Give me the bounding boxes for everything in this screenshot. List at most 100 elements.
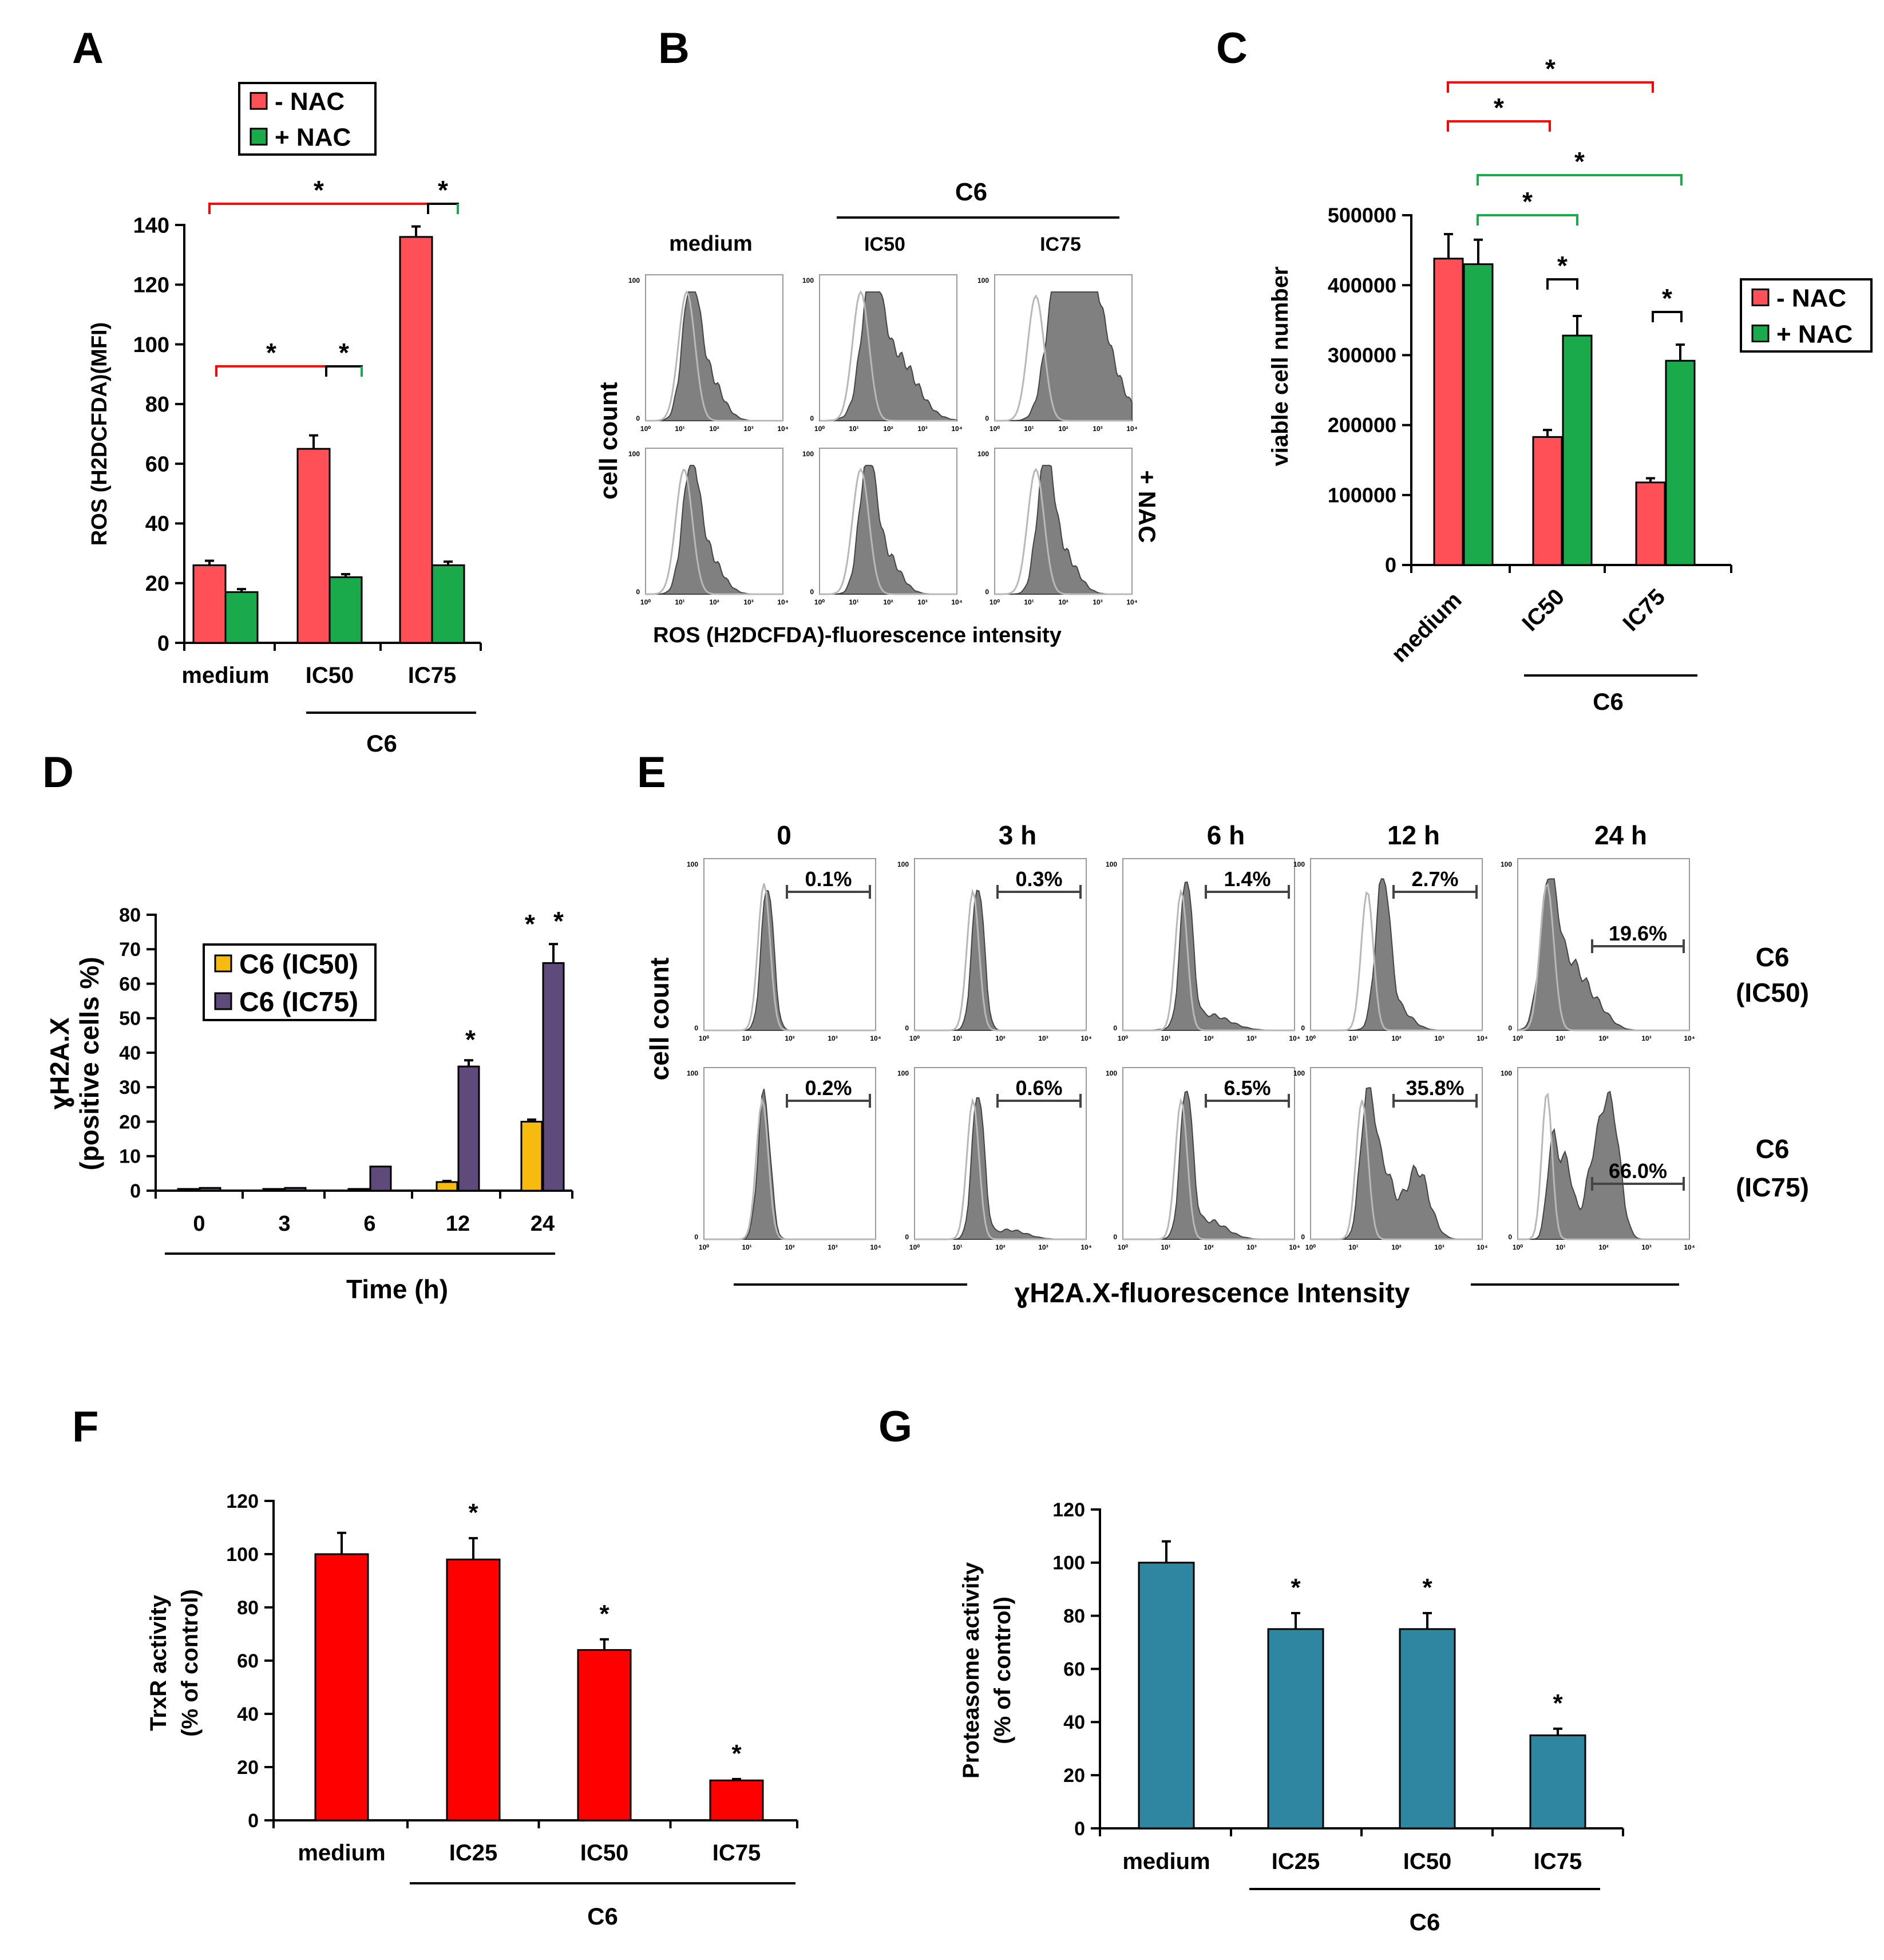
panel-g-y-label: Proteasome activity	[959, 1562, 984, 1779]
panel-c-y-tick-label: 400000	[1328, 274, 1396, 297]
panel-e-histogram-x-tick-label: 10⁰	[1305, 1243, 1316, 1251]
panel-a-sig-bracket-star: *	[339, 338, 349, 368]
panel-c-sig-bracket-star: *	[1545, 54, 1556, 84]
panel-e-histogram-y-tick-label: 0	[1301, 1024, 1305, 1032]
panel-e-histogram-y-tick-label: 0	[1508, 1233, 1512, 1241]
panel-b-histogram-control-histogram	[995, 294, 1132, 422]
panel-e-histogram-x-tick-label: 10³	[828, 1034, 837, 1042]
panel-e-histogram-y-tick-label: 100	[1293, 860, 1305, 868]
panel-a-bar-plus-nac	[224, 591, 259, 644]
panel-e-histogram-control-histogram	[1123, 1097, 1295, 1240]
panel-d-significance: *	[525, 909, 535, 939]
panel-d-bar-ic50	[520, 1121, 543, 1192]
panel-e-histogram-y-tick-label: 100	[687, 860, 698, 868]
panel-g-bar	[1399, 1628, 1456, 1829]
panel-e-histogram-y-tick-label: 100	[897, 860, 909, 868]
panel-a-y-tick-label: 60	[145, 452, 169, 476]
panel-c-y-tick-label: 0	[1385, 554, 1396, 577]
panel-a-y-label: ROS (H2DCFDA)(MFI)	[88, 322, 112, 546]
panel-b-x-label: ROS (H2DCFDA)-fluorescence intensity	[653, 623, 1062, 647]
panel-b-column-label: IC75	[1040, 234, 1081, 255]
panel-f-y-tick-label: 80	[237, 1597, 259, 1619]
panel-b-histogram-x-tick-label: 10⁰	[990, 598, 1000, 606]
panel-label-d: D	[42, 748, 74, 797]
panel-e-histogram-x-tick-label: 10¹	[1161, 1243, 1170, 1251]
panel-c-legend-entry: - NAC	[1776, 284, 1846, 312]
panel-e-histogram-y-tick-label: 100	[1501, 860, 1512, 868]
panel-d-bar-ic50	[436, 1181, 458, 1192]
panel-c-bar-minus-nac	[1532, 436, 1563, 566]
panel-e-histogram-x-tick-label: 10¹	[1161, 1034, 1170, 1042]
panel-e-percentage: 0.2%	[805, 1076, 852, 1100]
panel-e-histogram-x-tick-label: 10³	[828, 1243, 837, 1251]
panel-b-histogram-x-tick-label: 10¹	[849, 425, 858, 433]
panel-c-y-axis: 0 100000 200000 300000 400000 500000	[1328, 204, 1412, 577]
panel-c-category-label: IC50	[1517, 584, 1569, 636]
panel-a-bar-minus-nac	[296, 448, 331, 644]
panel-a-sig-bracket	[427, 203, 459, 214]
panel-e-column-label: 0	[777, 820, 791, 850]
panel-a-category-label: IC75	[408, 663, 457, 688]
panel-e-percentage: 0.3%	[1015, 867, 1062, 891]
panel-b-histogram-control-histogram	[646, 468, 783, 595]
panel-label-g: G	[878, 1402, 912, 1451]
panel-a-sig-bracket-star: *	[266, 338, 276, 368]
panel-a-legend-swatch	[250, 92, 268, 110]
panel-b-histogram-x-tick-label: 10⁰	[814, 598, 825, 606]
panel-e-histogram-control-histogram	[704, 883, 876, 1032]
panel-e-histogram-x-tick-label: 10⁴	[1289, 1243, 1300, 1251]
panel-d-legend-entry: C6 (IC50)	[239, 949, 358, 979]
panel-g-y-tick-label: 100	[1052, 1552, 1085, 1574]
panel-e-histogram-x-tick-label: 10²	[995, 1243, 1005, 1251]
panel-c-legend-swatch	[1751, 289, 1770, 306]
panel-e-histogram-x-tick-label: 10⁰	[1513, 1034, 1523, 1042]
panel-e-histogram-x-tick-label: 10⁰	[1118, 1243, 1128, 1251]
panel-a-sig-bracket	[208, 203, 429, 214]
panel-d-bar-ic75	[457, 1065, 480, 1192]
panel-c-legend-entry: + NAC	[1776, 320, 1853, 348]
panel-e-percentage: 0.1%	[805, 867, 852, 891]
panel-g-y-tick-label: 60	[1063, 1658, 1085, 1680]
panel-c-sig-bracket-star: *	[1557, 251, 1568, 280]
panel-b-histogram-x-tick-label: 10²	[1058, 598, 1068, 606]
panel-e-histogram-x-tick-label: 10³	[1038, 1034, 1048, 1042]
panel-e-histogram-x-tick-label: 10⁴	[870, 1243, 881, 1251]
panel-label-b: B	[658, 24, 690, 73]
panel-b-histogram-x-tick-label: 10³	[917, 425, 927, 433]
panel-d-y-tick-label: 70	[119, 939, 141, 961]
panel-a-category-label: IC50	[306, 663, 354, 688]
panel-b-histogram-x-tick-label: 10²	[883, 598, 893, 606]
panel-e-histogram-x-tick-label: 10⁰	[699, 1034, 709, 1042]
panel-c-bar-minus-nac	[1635, 481, 1666, 566]
panel-e-histogram-x-tick-label: 10²	[995, 1034, 1005, 1042]
panel-c-y-tick-label: 500000	[1328, 204, 1396, 227]
panel-e-histogram-x-tick-label: 10²	[1598, 1243, 1608, 1251]
panel-b-y-label: cell count	[595, 382, 623, 500]
panel-g-bar	[1267, 1628, 1324, 1829]
panel-f-significance: *	[731, 1740, 742, 1768]
panel-d-bar-ic75	[199, 1187, 221, 1192]
panel-f-bar	[446, 1558, 501, 1821]
panel-f-category-label: IC75	[713, 1840, 761, 1866]
panel-b-histogram-x-tick-label: 10¹	[675, 425, 684, 433]
panel-a-sig-bracket	[215, 365, 327, 377]
panel-a-legend-entry: + NAC	[275, 124, 351, 152]
panel-b-histogram-y-tick-label: 100	[628, 450, 640, 458]
panel-f-y-tick-label: 60	[237, 1650, 259, 1672]
panel-b-histogram-x-tick-label: 10⁰	[814, 425, 825, 433]
panel-c-y-tick-label: 200000	[1328, 413, 1396, 437]
panel-g-y-tick-label: 40	[1063, 1712, 1085, 1733]
panel-b-histogram-sample-histogram	[995, 291, 1133, 421]
panel-a-y-axis: 0 20 40 60 80 100 120 140	[133, 214, 185, 655]
panel-e-histogram-y-tick-label: 0	[1113, 1233, 1117, 1241]
panel-b-histogram-x-tick-label: 10⁰	[640, 598, 651, 606]
panel-a-bar-minus-nac	[399, 236, 433, 644]
panel-f-bar	[577, 1649, 632, 1821]
